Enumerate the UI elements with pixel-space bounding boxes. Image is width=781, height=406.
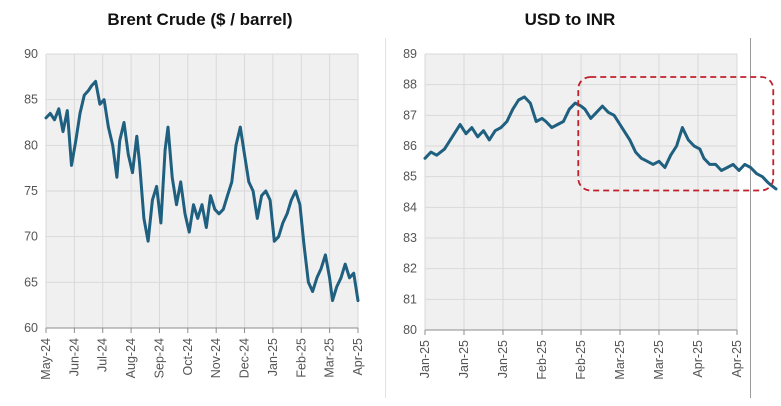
brent-series-line [44, 79, 360, 303]
brent-ytick-label: 70 [24, 230, 38, 244]
brent-ytick-label: 85 [24, 93, 38, 107]
usdinr-xtick-label: Apr-25 [730, 340, 744, 378]
usdinr-xtick-label: Feb-25 [574, 340, 588, 380]
brent-ytick-label: 60 [24, 321, 38, 335]
usdinr-xtick-label: Jan-25 [496, 340, 510, 378]
usdinr-ytick-label: 85 [403, 170, 417, 184]
panel-border [750, 38, 751, 398]
brent-xtick-label: Aug-24 [124, 338, 138, 378]
brent-chart-title: Brent Crude ($ / barrel) [107, 10, 293, 29]
brent-ytick-label: 75 [24, 184, 38, 198]
brent-xtick-label: Dec-24 [238, 338, 252, 378]
brent-ytick-label: 80 [24, 138, 38, 152]
brent-xtick-label: Feb-25 [294, 338, 308, 378]
usdinr-ytick-label: 81 [403, 292, 417, 306]
usdinr-ytick-label: 84 [403, 200, 417, 214]
brent-xtick-label: Sep-24 [152, 338, 166, 378]
usdinr-xtick-label: Jan-25 [457, 340, 471, 378]
brent-xtick-label: Jun-24 [67, 338, 81, 376]
usdinr-ytick-label: 82 [403, 262, 417, 276]
brent-xtick-label: Apr-25 [351, 338, 365, 376]
usdinr-ytick-label: 86 [403, 139, 417, 153]
panel-divider [385, 38, 386, 398]
usdinr-xtick-label: Jan-25 [418, 340, 432, 378]
usdinr-xtick-label: Feb-25 [535, 340, 549, 380]
brent-xtick-label: Nov-24 [209, 338, 223, 378]
brent-crude-chart: 60 65 70 75 80 85 90 May-24 Jun-24 Jul-24 Aug-24 Se… [24, 47, 365, 380]
brent-xtick-label: May-24 [39, 338, 53, 380]
usdinr-chart-title: USD to INR [524, 10, 616, 29]
brent-xtick-label: Mar-25 [323, 338, 337, 378]
brent-xtick-label: Jan-25 [266, 338, 280, 376]
brent-xtick-label: Oct-24 [181, 338, 195, 376]
brent-ytick-label: 90 [24, 47, 38, 61]
usdinr-highlight-box [577, 76, 775, 192]
usdinr-xtick-label: Mar-25 [613, 340, 627, 380]
usdinr-ytick-label: 89 [403, 47, 417, 61]
usdinr-ytick-label: 83 [403, 231, 417, 245]
usdinr-series-line [423, 95, 778, 191]
brent-xtick-label: Jul-24 [96, 338, 110, 372]
usdinr-xtick-label: Apr-25 [691, 340, 705, 378]
usd-inr-chart: 80 81 82 83 84 85 86 87 88 89 Jan-25 Jan-25 Jan-25 Fe… [403, 47, 778, 380]
usdinr-ytick-label: 87 [403, 108, 417, 122]
usdinr-ytick-label: 88 [403, 78, 417, 92]
usdinr-ytick-label: 80 [403, 323, 417, 337]
brent-ytick-label: 65 [24, 275, 38, 289]
usdinr-xtick-label: Mar-25 [652, 340, 666, 380]
